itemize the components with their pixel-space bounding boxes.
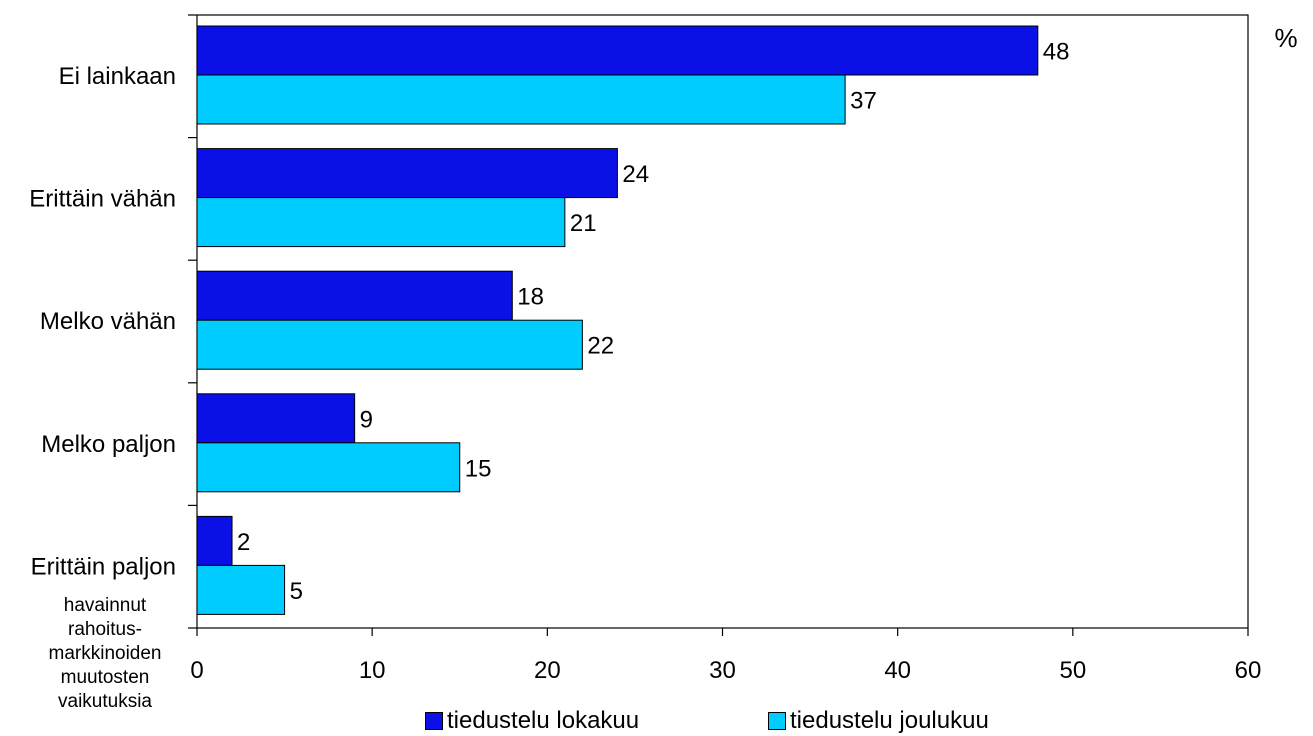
x-tick-label: 10: [359, 657, 386, 684]
data-label: 21: [570, 210, 597, 237]
data-label: 9: [360, 406, 373, 433]
bar-lokakuu: [196, 515, 233, 566]
x-tick-label: 0: [190, 657, 203, 684]
x-tick-label: 40: [884, 657, 911, 684]
category-label: Erittäin paljon: [31, 553, 176, 580]
category-label: Erittäin vähän: [29, 186, 176, 213]
bar-lokakuu: [196, 148, 618, 199]
y-axis-title-line: muutosten: [60, 667, 150, 688]
x-tick-label: 20: [534, 657, 561, 684]
y-axis-title-line: markkinoiden: [48, 643, 162, 664]
data-label: 18: [517, 284, 544, 311]
bar-joulukuu: [196, 564, 286, 615]
category-label: Ei lainkaan: [59, 63, 176, 90]
data-label: 48: [1043, 39, 1070, 66]
x-tick-label: 50: [1059, 657, 1086, 684]
bar-lokakuu: [196, 393, 356, 444]
x-tick-label: 60: [1235, 657, 1262, 684]
legend-label-lokakuu: tiedustelu lokakuu: [447, 707, 640, 734]
data-label: 15: [465, 455, 492, 482]
data-label: 2: [237, 529, 250, 556]
unit-label: %: [1274, 23, 1297, 53]
category-label: Melko paljon: [41, 431, 176, 458]
category-label: Melko vähän: [40, 308, 176, 335]
bar-joulukuu: [196, 197, 566, 248]
legend-item-joulukuu: tiedustelu joulukuu: [768, 706, 989, 736]
legend-swatch-lokakuu: [425, 712, 443, 730]
y-axis-title-line: havainnut: [63, 595, 147, 616]
legend-item-lokakuu: tiedustelu lokakuu: [425, 706, 639, 736]
x-tick-label: 30: [709, 657, 736, 684]
y-axis-title-line: vaikutuksia: [58, 691, 152, 712]
bar-joulukuu: [196, 442, 461, 493]
legend-swatch-joulukuu: [768, 712, 786, 730]
data-label: 22: [587, 333, 614, 360]
data-label: 37: [850, 88, 877, 115]
data-label: 24: [622, 161, 649, 188]
y-axis-title: havainnut rahoitus- markkinoiden muutost…: [30, 594, 180, 714]
data-label: 5: [290, 578, 303, 605]
bar-joulukuu: [196, 74, 846, 125]
bar-lokakuu: [196, 270, 513, 321]
y-axis-title-line: rahoitus-: [68, 619, 142, 640]
bar-joulukuu: [196, 319, 583, 370]
bar-lokakuu: [196, 25, 1039, 76]
legend-label-joulukuu: tiedustelu joulukuu: [790, 707, 989, 734]
